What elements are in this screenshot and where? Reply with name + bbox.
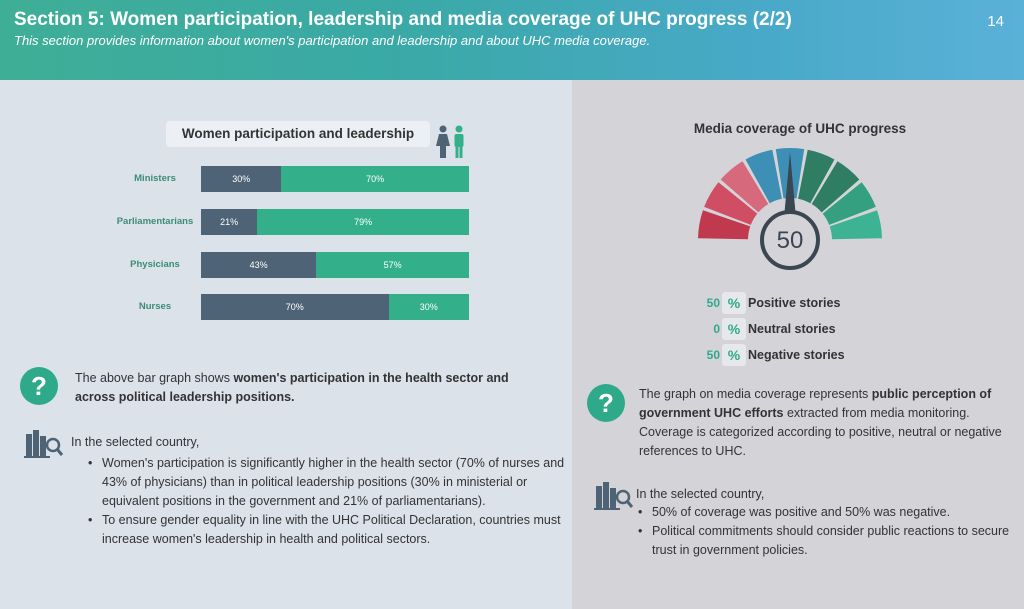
gauge-segment	[811, 161, 860, 213]
women-chart-title: Women participation and leadership	[166, 121, 430, 147]
gauge-segment	[704, 182, 758, 225]
media-graph-description: The graph on media coverage represents p…	[639, 387, 1002, 458]
neutral-value: 0	[713, 322, 720, 336]
gauge-segment	[698, 210, 751, 240]
gauge-segment	[829, 210, 882, 240]
positive-value: 50	[706, 296, 720, 310]
media-chart-title: Media coverage of UHC progress	[693, 121, 907, 136]
percent-sign: %	[722, 344, 746, 366]
bar-graph-description: The above bar graph shows women's partic…	[75, 371, 509, 404]
negative-label: Negative stories	[748, 348, 845, 362]
stacked-bar: 70% 30%	[201, 294, 469, 320]
bar-category-label: Parliamentarians	[116, 216, 194, 227]
bar-segment-women: 57%	[316, 252, 469, 278]
bar-segment-men: 70%	[201, 294, 389, 320]
neutral-label: Neutral stories	[748, 322, 836, 336]
page-title: Section 5: Women participation, leadersh…	[14, 9, 792, 30]
left-country-heading: In the selected country,	[71, 435, 200, 449]
gauge-segment	[798, 149, 835, 204]
list-item: Women's participation is significantly h…	[86, 454, 566, 511]
negative-value: 50	[706, 348, 720, 362]
bar-segment-women: 30%	[388, 294, 469, 320]
women-men-icon	[436, 125, 464, 158]
list-item: To ensure gender equality in line with t…	[86, 511, 566, 549]
stacked-bar: 21% 79%	[201, 209, 469, 235]
gauge-hub	[760, 210, 820, 270]
bar-segment-men: 30%	[201, 166, 282, 192]
country-data-icon	[594, 482, 634, 510]
page-number: 14	[987, 13, 1004, 30]
right-country-heading: In the selected country,	[636, 487, 765, 501]
country-data-icon	[24, 430, 64, 458]
list-item: 50% of coverage was positive and 50% was…	[636, 503, 1021, 522]
media-gauge: 50	[698, 148, 882, 270]
right-bullet-list: 50% of coverage was positive and 50% was…	[636, 503, 1021, 560]
bar-segment-men: 43%	[201, 252, 317, 278]
page-subtitle: This section provides information about …	[14, 33, 651, 48]
stacked-bar: 30% 70%	[201, 166, 469, 192]
bar-category-label: Physicians	[130, 259, 180, 270]
gauge-segment	[745, 149, 782, 204]
positive-label: Positive stories	[748, 296, 841, 310]
question-icon: ?	[20, 367, 58, 405]
question-icon: ?	[587, 384, 625, 422]
bar-segment-women: 70%	[281, 166, 469, 192]
bar-segment-men: 21%	[201, 209, 258, 235]
bar-category-label: Ministers	[134, 173, 176, 184]
bar-category-label: Nurses	[138, 301, 172, 312]
gauge-segment	[720, 161, 769, 213]
percent-sign: %	[722, 292, 746, 314]
left-bullet-list: Women's participation is significantly h…	[86, 454, 566, 549]
bar-segment-women: 79%	[257, 209, 469, 235]
gauge-value: 50	[777, 227, 804, 254]
list-item: Political commitments should consider pu…	[636, 522, 1021, 560]
gauge-segment	[822, 182, 876, 225]
stacked-bar: 43% 57%	[201, 252, 469, 278]
percent-sign: %	[722, 318, 746, 340]
header-banner: Section 5: Women participation, leadersh…	[0, 0, 1024, 80]
